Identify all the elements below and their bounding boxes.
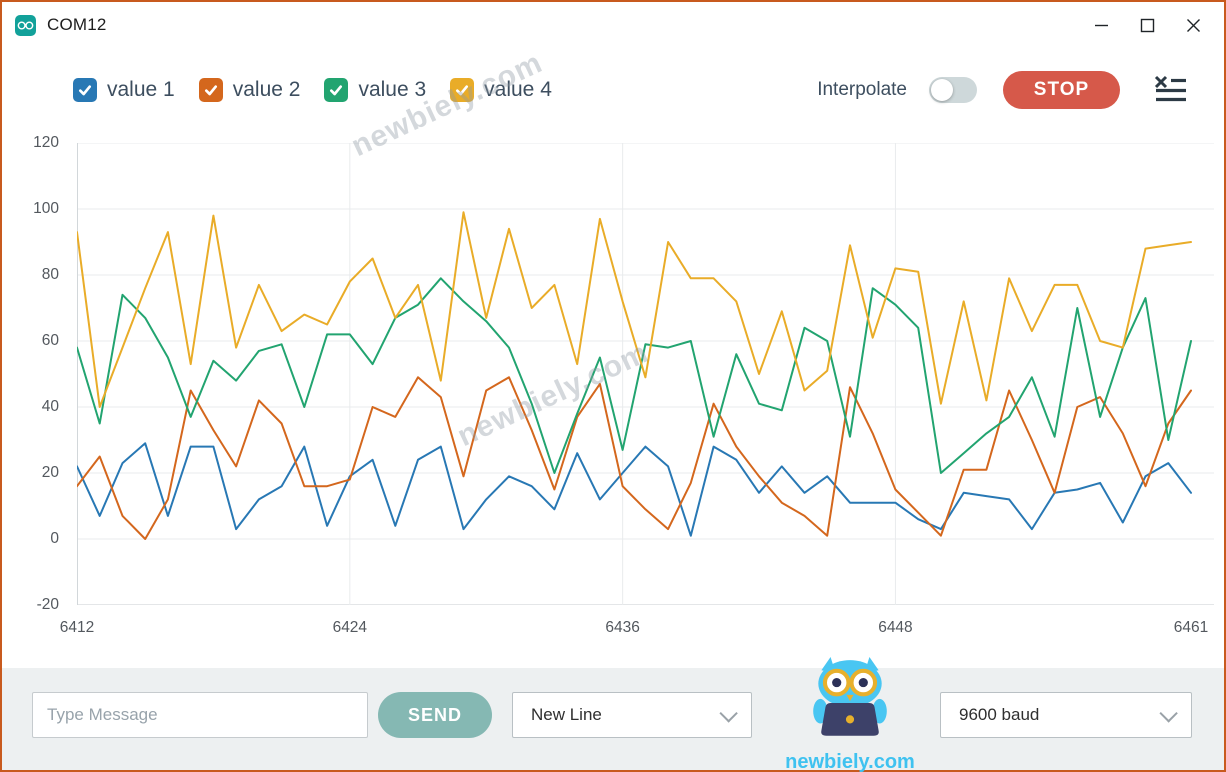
window-title: COM12 — [47, 15, 107, 34]
toggle-knob — [931, 79, 953, 101]
title-bar: COM12 — [2, 2, 1224, 48]
line-ending-select[interactable]: New Line — [512, 692, 752, 738]
x-axis-labels: 6412 6424 6436 6448 6461 — [60, 619, 1214, 643]
x-tick-label: 6448 — [878, 619, 913, 636]
x-tick-label: 6412 — [59, 619, 95, 636]
minimize-icon — [1094, 24, 1108, 26]
y-tick-label: 40 — [41, 398, 59, 415]
y-tick-label: 0 — [50, 530, 59, 547]
legend-item-value-3[interactable]: value 3 — [324, 78, 426, 102]
interpolate-toggle[interactable] — [929, 77, 977, 103]
plot-area — [76, 142, 1214, 606]
app-icon — [15, 14, 36, 36]
legend: value 1 value 2 value 3 value 4 — [73, 78, 552, 102]
y-tick-label: -20 — [36, 596, 59, 613]
y-axis-labels: 120 100 80 60 40 20 0 -20 — [2, 134, 68, 613]
toolbar: value 1 value 2 value 3 value 4 Interpolate… — [73, 64, 1188, 116]
checkbox-checked-icon — [450, 78, 475, 102]
infinity-icon — [17, 20, 34, 30]
checkbox-checked-icon — [324, 78, 349, 102]
legend-label: value 3 — [358, 78, 427, 101]
legend-label: value 1 — [107, 78, 175, 101]
y-tick-label: 20 — [41, 464, 59, 481]
chevron-down-icon — [1159, 703, 1178, 723]
minimize-button[interactable] — [1078, 2, 1124, 48]
legend-label: value 2 — [232, 78, 301, 101]
legend-item-value-2[interactable]: value 2 — [198, 78, 301, 102]
send-button[interactable]: SEND — [378, 692, 492, 738]
maximize-icon — [1140, 18, 1154, 32]
stop-button[interactable]: STOP — [1003, 71, 1120, 109]
y-tick-label: 60 — [41, 332, 59, 349]
clear-button[interactable] — [1152, 74, 1188, 107]
baud-rate-select[interactable]: 9600 baud — [940, 692, 1192, 738]
line-ending-value: New Line — [531, 705, 602, 724]
site-logo: newbiely.com — [782, 656, 918, 772]
x-tick-label: 6461 — [1173, 619, 1209, 636]
bottom-bar: SEND New Line newbiely.com 9600 baud — [2, 657, 1224, 772]
maximize-button[interactable] — [1124, 2, 1170, 48]
y-tick-label: 120 — [33, 134, 59, 151]
close-icon — [1186, 18, 1200, 32]
owl-logo-icon — [813, 657, 887, 736]
x-tick-label: 6424 — [332, 619, 368, 636]
baud-rate-value: 9600 baud — [959, 705, 1040, 724]
y-tick-label: 80 — [41, 266, 59, 283]
clear-list-icon — [1154, 75, 1186, 101]
checkbox-checked-icon — [198, 78, 223, 102]
x-tick-label: 6436 — [605, 619, 640, 636]
y-tick-label: 100 — [33, 200, 59, 217]
legend-item-value-4[interactable]: value 4 — [450, 78, 552, 102]
legend-label: value 4 — [484, 78, 552, 101]
checkbox-checked-icon — [73, 78, 97, 102]
message-input[interactable] — [32, 692, 368, 738]
interpolate-label: Interpolate — [817, 79, 907, 100]
chevron-down-icon — [719, 703, 738, 723]
logo-text: newbiely.com — [785, 751, 915, 772]
close-button[interactable] — [1170, 2, 1216, 48]
window-controls — [1078, 2, 1216, 48]
legend-item-value-1[interactable]: value 1 — [73, 78, 175, 102]
